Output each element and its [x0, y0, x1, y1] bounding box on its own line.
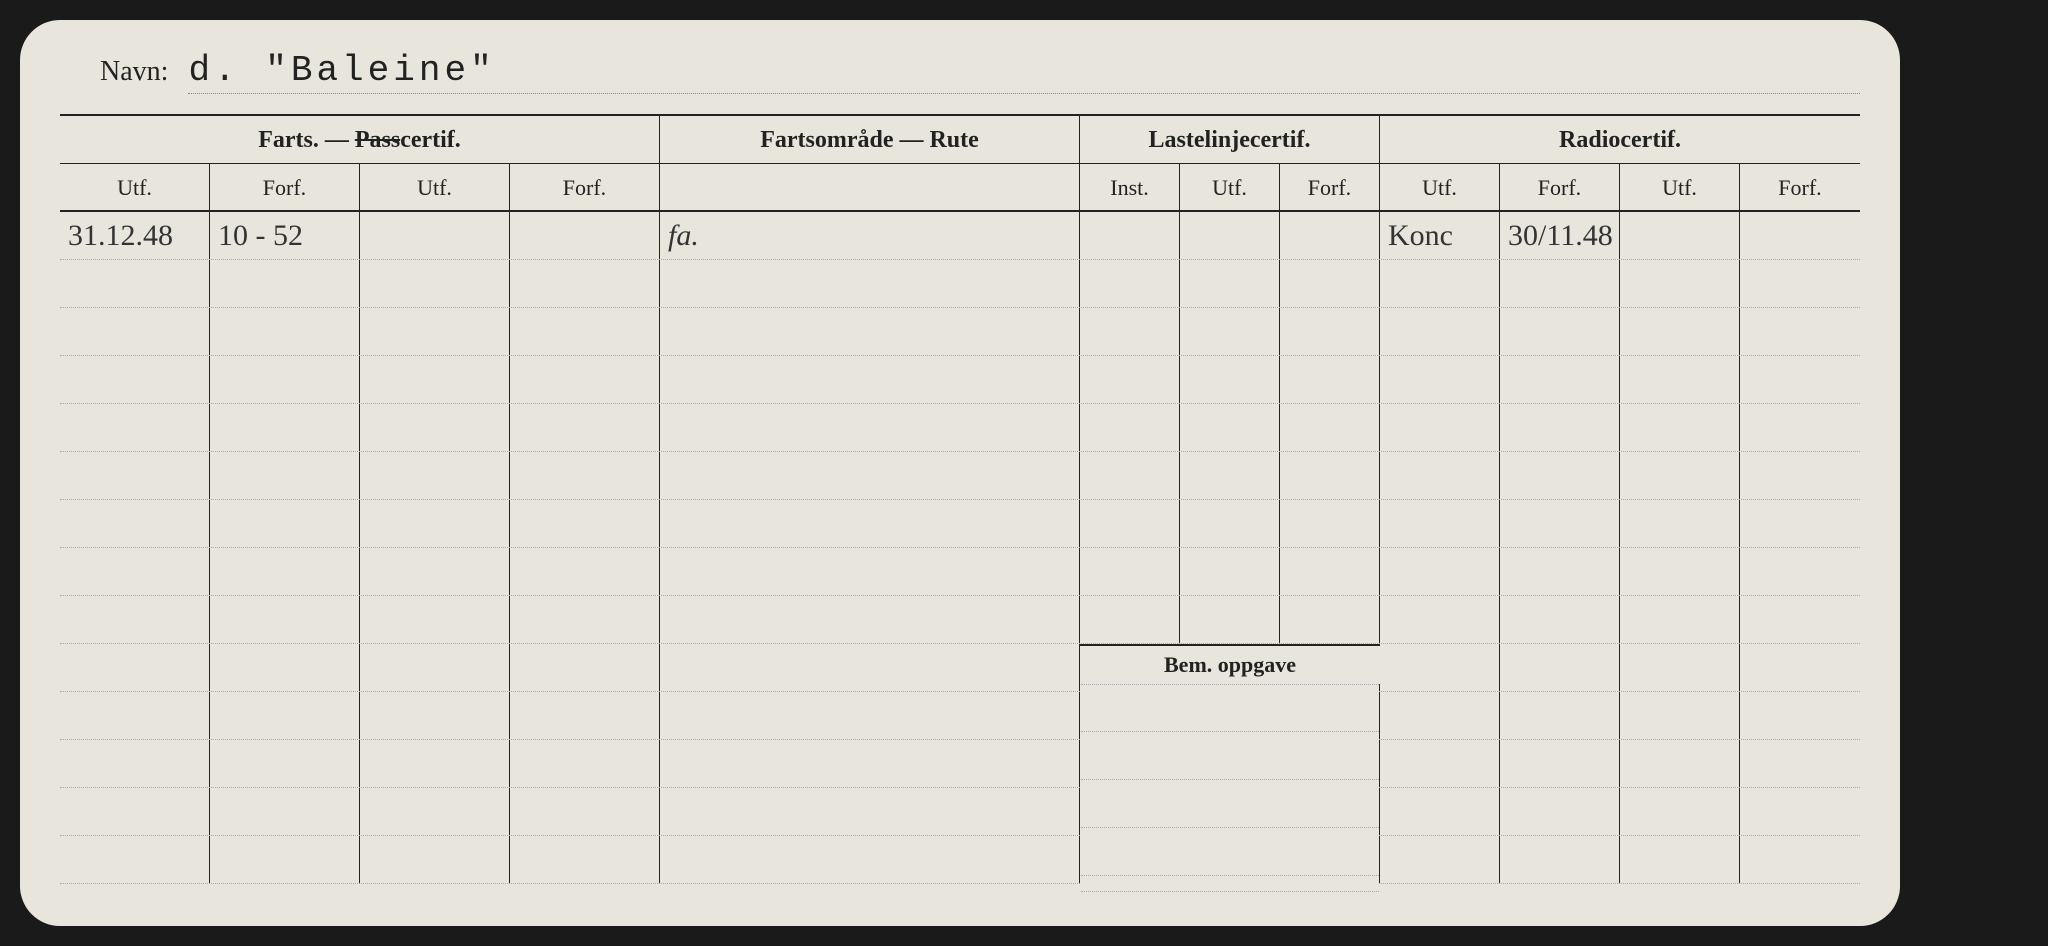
table-row — [60, 692, 1860, 740]
cell-farts-utf1: 31.12.48 — [60, 212, 210, 259]
table-row — [60, 260, 1860, 308]
data-area: 31.12.48 10 - 52 fa. Konc 30/11.48 — [60, 212, 1860, 892]
punch-hole — [1958, 511, 2010, 563]
punch-hole — [1958, 444, 2010, 496]
cell-laste-utf — [1180, 212, 1280, 259]
sub-laste-utf: Utf. — [1180, 164, 1280, 210]
table-row: 31.12.48 10 - 52 fa. Konc 30/11.48 — [60, 212, 1860, 260]
table-row — [60, 452, 1860, 500]
cell-radio-forf2 — [1740, 212, 1860, 259]
punch-hole — [1958, 377, 2010, 429]
sub-farts-forf2: Forf. — [510, 164, 660, 210]
section-laste: Lastelinjecertif. — [1080, 116, 1380, 163]
sub-farts-utf1: Utf. — [60, 164, 210, 210]
punch-hole — [1958, 40, 2010, 92]
sub-headers: Utf. Forf. Utf. Forf. Inst. Utf. Forf. U… — [60, 164, 1860, 212]
punch-holes — [1958, 40, 2018, 900]
section-headers: Farts. — Passcertif. Fartsområde — Rute … — [60, 116, 1860, 164]
punch-hole — [1958, 579, 2010, 631]
punch-hole — [1958, 646, 2010, 698]
punch-hole — [1958, 107, 2010, 159]
navn-value: d. "Baleine" — [188, 50, 1860, 94]
sub-radio-utf2: Utf. — [1620, 164, 1740, 210]
sub-farts-forf1: Forf. — [210, 164, 360, 210]
cell-farts-utf2 — [360, 212, 510, 259]
cell-farts-forf1: 10 - 52 — [210, 212, 360, 259]
sub-radio-forf2: Forf. — [1740, 164, 1860, 210]
punch-hole — [1958, 175, 2010, 227]
cell-radio-utf2 — [1620, 212, 1740, 259]
table-row — [60, 740, 1860, 788]
table-row — [60, 500, 1860, 548]
sub-rute-blank — [660, 164, 1080, 210]
sub-farts-utf2: Utf. — [360, 164, 510, 210]
bem-oppgave-area — [1081, 684, 1379, 892]
sub-radio-forf1: Forf. — [1500, 164, 1620, 210]
bem-oppgave-label: Bem. oppgave — [1080, 644, 1380, 684]
section-radio: Radiocertif. — [1380, 116, 1860, 163]
cell-farts-forf2 — [510, 212, 660, 259]
cell-laste-forf — [1280, 212, 1380, 259]
table-row — [60, 404, 1860, 452]
form-grid: Farts. — Passcertif. Fartsområde — Rute … — [60, 114, 1860, 894]
punch-hole — [1958, 242, 2010, 294]
punch-hole — [1958, 309, 2010, 361]
pass-strike: Pass — [355, 127, 400, 153]
cell-rute: fa. — [660, 212, 1080, 259]
sub-laste-forf: Forf. — [1280, 164, 1380, 210]
cell-laste-inst — [1080, 212, 1180, 259]
sub-laste-inst: Inst. — [1080, 164, 1180, 210]
table-row — [60, 356, 1860, 404]
cell-radio-forf1: 30/11.48 — [1500, 212, 1620, 259]
table-row — [60, 788, 1860, 836]
sub-radio-utf1: Utf. — [1380, 164, 1500, 210]
section-farts: Farts. — Passcertif. — [60, 116, 660, 163]
table-row — [60, 836, 1860, 884]
index-card: Navn: d. "Baleine" Farts. — Passcertif. … — [20, 20, 1900, 926]
table-row — [60, 548, 1860, 596]
punch-hole — [1958, 713, 2010, 765]
punch-hole — [1958, 781, 2010, 833]
navn-label: Navn: — [100, 56, 168, 88]
table-row — [60, 596, 1860, 644]
section-rute: Fartsområde — Rute — [660, 116, 1080, 163]
table-row — [60, 308, 1860, 356]
punch-hole — [1958, 848, 2010, 900]
table-row — [60, 644, 1860, 692]
cell-radio-utf1: Konc — [1380, 212, 1500, 259]
navn-row: Navn: d. "Baleine" — [60, 50, 1860, 94]
